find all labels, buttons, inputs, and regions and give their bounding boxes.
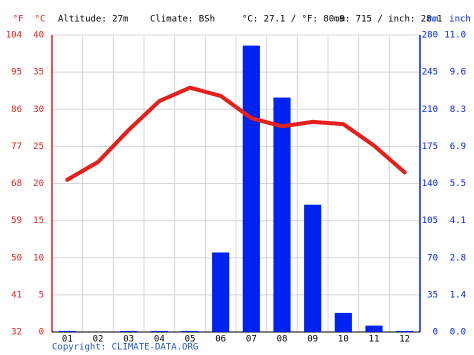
x-tick-label: 07 (246, 335, 257, 345)
c-unit: °C (35, 15, 46, 25)
y2-tick-label: 175 (422, 142, 438, 152)
y3-tick-label: 68 (11, 179, 22, 189)
y4-tick-label: 9.6 (450, 68, 466, 78)
y-tick-label: 30 (33, 105, 44, 115)
y2-tick-label: 70 (427, 253, 438, 263)
y3-tick-label: 77 (11, 142, 22, 152)
y3-tick-label: 59 (11, 216, 22, 226)
y-tick-label: 20 (33, 179, 44, 189)
y-tick-label: 0 (39, 328, 44, 338)
y-tick-label: 15 (33, 216, 44, 226)
x-tick-label: 12 (399, 335, 410, 345)
bar (304, 204, 322, 332)
x-tick-label: 08 (277, 335, 288, 345)
y2-tick-label: 105 (422, 216, 438, 226)
y3-tick-label: 50 (11, 253, 22, 263)
bar (242, 45, 260, 332)
x-tick-label: 10 (338, 335, 349, 345)
bar (120, 330, 138, 332)
x-tick-label: 11 (369, 335, 380, 345)
y3-tick-label: 95 (11, 68, 22, 78)
x-tick-label: 09 (307, 335, 318, 345)
copyright: Copyright: CLIMATE-DATA.ORG (52, 343, 198, 353)
mm-unit: mm (428, 15, 439, 25)
bar (273, 97, 291, 332)
y3-tick-label: 32 (11, 328, 22, 338)
y4-tick-label: 2.8 (450, 253, 466, 263)
bar (181, 330, 199, 332)
x-tick-label: 05 (185, 335, 196, 345)
y4-tick-label: 6.9 (450, 142, 466, 152)
y2-tick-label: 0 (433, 328, 438, 338)
y3-tick-label: 86 (11, 105, 22, 115)
y-tick-label: 5 (39, 290, 44, 300)
y2-tick-label: 35 (427, 290, 438, 300)
y4-tick-label: 4.1 (450, 216, 466, 226)
f-unit: °F (13, 15, 24, 25)
temperature-line (65, 85, 407, 182)
y4-tick-label: 11.0 (444, 31, 466, 41)
y4-tick-label: 5.5 (450, 179, 466, 189)
y-tick-label: 10 (33, 253, 44, 263)
y3-tick-label: 41 (11, 290, 22, 300)
x-tick-label: 01 (62, 335, 73, 345)
bar (212, 252, 230, 332)
y4-tick-label: 0.0 (450, 328, 466, 338)
y4-tick-label: 8.3 (450, 105, 466, 115)
bar (150, 330, 168, 332)
x-tick-label: 06 (215, 335, 226, 345)
y2-tick-label: 140 (422, 179, 438, 189)
x-tick-label: 02 (93, 335, 104, 345)
y-tick-label: 35 (33, 68, 44, 78)
y-tick-label: 25 (33, 142, 44, 152)
bar (334, 312, 352, 332)
precipitation-summary: mm: 715 / inch: 28.1 (334, 15, 442, 25)
x-tick-label: 03 (123, 335, 134, 345)
y2-tick-label: 245 (422, 68, 438, 78)
y2-tick-label: 210 (422, 105, 438, 115)
y2-tick-label: 280 (422, 31, 438, 41)
bar (396, 330, 414, 332)
altitude: Altitude: 27m (58, 15, 128, 25)
bar (58, 330, 76, 332)
y3-tick-label: 104 (6, 31, 22, 41)
bar (365, 325, 383, 332)
y4-tick-label: 1.4 (450, 290, 466, 300)
x-tick-label: 04 (154, 335, 165, 345)
climate: Climate: BSh (150, 15, 215, 25)
inch-unit: inch (449, 15, 471, 25)
temperature-summary: °C: 27.1 / °F: 80.9 (242, 15, 345, 25)
y-tick-label: 40 (33, 31, 44, 41)
